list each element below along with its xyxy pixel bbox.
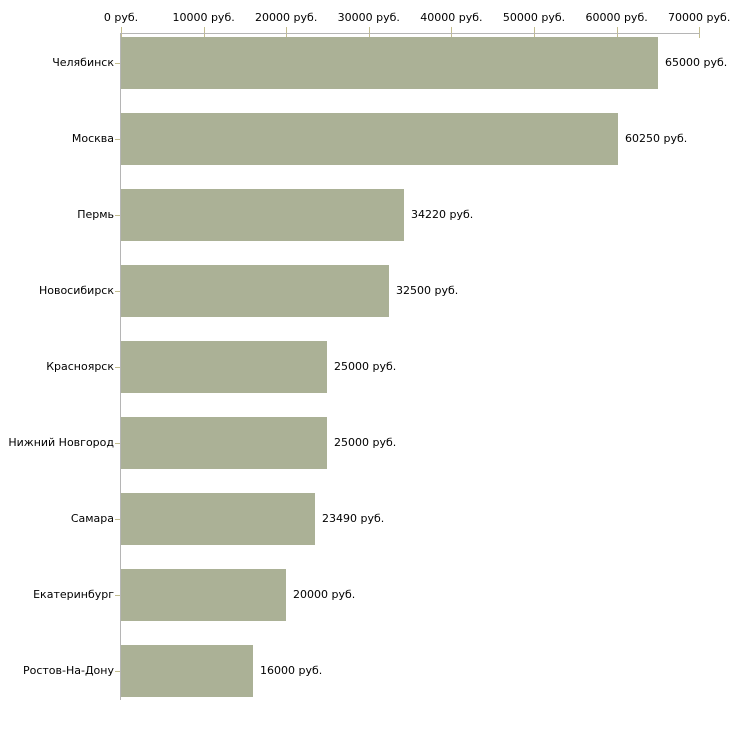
y-axis-tick-mark: [115, 367, 120, 368]
value-label: 34220 руб.: [411, 208, 474, 221]
bar: [121, 37, 658, 89]
x-axis-tick-mark: [534, 27, 535, 38]
category-label: Ростов-На-Дону: [22, 664, 114, 677]
category-label: Екатеринбург: [33, 588, 114, 601]
bar: [121, 113, 618, 165]
x-axis-line: [121, 33, 700, 34]
x-axis-tick-mark: [699, 27, 700, 38]
x-axis-tick-label: 40000 руб.: [420, 11, 483, 24]
x-axis-tick-label: 20000 руб.: [255, 11, 318, 24]
value-label: 25000 руб.: [334, 360, 397, 373]
x-axis-tick-label: 0 руб.: [103, 11, 139, 24]
y-axis-line: [120, 33, 121, 700]
bar: [121, 417, 327, 469]
bar: [121, 265, 389, 317]
x-axis-tick-label: 10000 руб.: [172, 11, 235, 24]
x-axis-tick-mark: [617, 27, 618, 38]
y-axis-tick-mark: [115, 291, 120, 292]
category-label: Новосибирск: [38, 284, 114, 297]
y-axis-tick-mark: [115, 519, 120, 520]
value-label: 65000 руб.: [665, 56, 728, 69]
x-axis-tick-label: 30000 руб.: [337, 11, 400, 24]
value-label: 23490 руб.: [322, 512, 385, 525]
bar: [121, 493, 315, 545]
y-axis-tick-mark: [115, 215, 120, 216]
x-axis-tick-mark: [121, 27, 122, 38]
x-axis-tick-mark: [286, 27, 287, 38]
y-axis-tick-mark: [115, 671, 120, 672]
value-label: 60250 руб.: [625, 132, 688, 145]
category-label: Пермь: [77, 208, 114, 221]
y-axis-tick-mark: [115, 63, 120, 64]
value-label: 16000 руб.: [260, 664, 323, 677]
x-axis-tick-label: 70000 руб.: [668, 11, 730, 24]
y-axis-tick-mark: [115, 443, 120, 444]
bar: [121, 645, 253, 697]
category-label: Красноярск: [46, 360, 114, 373]
bar: [121, 189, 404, 241]
y-axis-tick-mark: [115, 595, 120, 596]
x-axis-tick-mark: [451, 27, 452, 38]
x-axis-tick-label: 60000 руб.: [585, 11, 648, 24]
x-axis-tick-mark: [369, 27, 370, 38]
value-label: 32500 руб.: [396, 284, 459, 297]
value-label: 25000 руб.: [334, 436, 397, 449]
category-label: Москва: [71, 132, 114, 145]
category-label: Челябинск: [52, 56, 114, 69]
bar: [121, 569, 286, 621]
y-axis-tick-mark: [115, 139, 120, 140]
x-axis-tick-mark: [204, 27, 205, 38]
category-label: Самара: [70, 512, 114, 525]
value-label: 20000 руб.: [293, 588, 356, 601]
category-label: Нижний Новгород: [8, 436, 114, 449]
x-axis-tick-label: 50000 руб.: [502, 11, 566, 24]
bar: [121, 341, 327, 393]
